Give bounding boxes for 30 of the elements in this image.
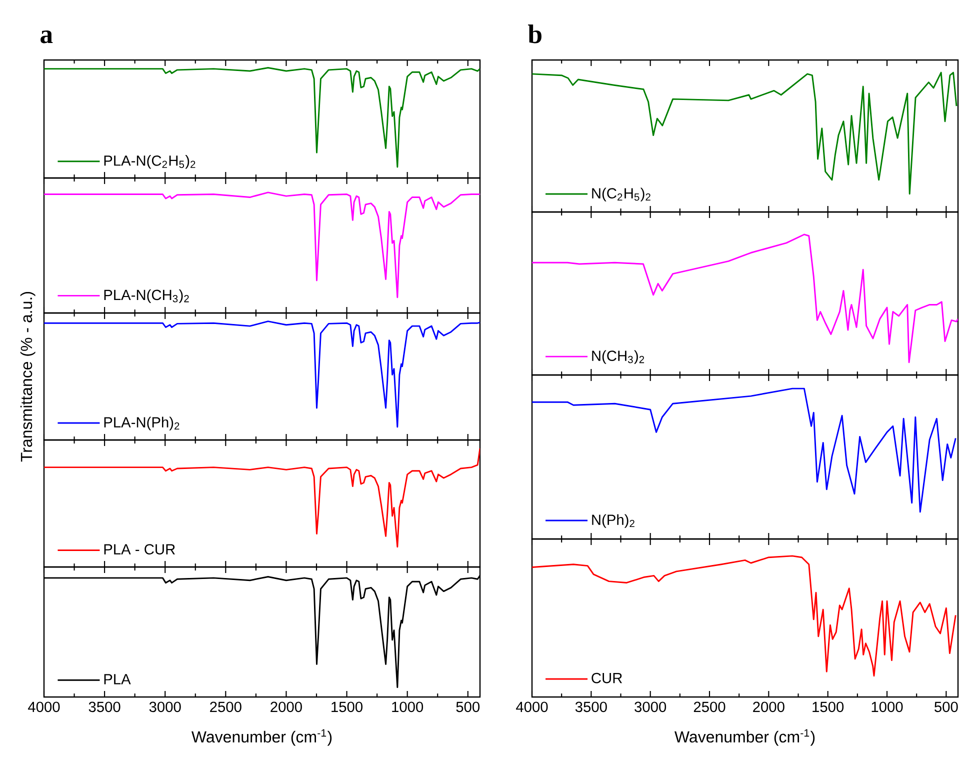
x-tick-label: 2000 <box>270 702 302 712</box>
legend-label: PLA-N(C$_{2}$H$_{5}$)$_{2}$ <box>104 155 196 169</box>
x-tick-label: 1000 <box>872 702 903 712</box>
chart-title: b <box>528 24 542 44</box>
x-axis-title: Wavenumber (cm$^{-1}$) <box>191 729 332 746</box>
x-tick-label: 2500 <box>210 702 242 712</box>
legend-label: PLA <box>104 674 131 684</box>
legend-label: PLA-N(CH$_{3}$)$_{2}$ <box>104 289 189 304</box>
x-axis-title: Wavenumber (cm$^{-1}$) <box>674 729 815 746</box>
x-tick-label: 3500 <box>88 702 120 712</box>
x-tick-label: 3500 <box>575 702 607 712</box>
x-tick-label: 1500 <box>812 702 844 712</box>
x-tick-label: 1500 <box>332 702 362 712</box>
legend-label: N(C$_{2}$H$_{5}$)$_{2}$ <box>592 188 650 202</box>
x-tick-label: 2500 <box>694 702 726 712</box>
x-tick-label: 500 <box>934 702 958 712</box>
y-axis-title: Transmittance (% - a.u.) <box>20 292 36 462</box>
x-tick-label: 1000 <box>392 702 424 712</box>
legend-label: PLA - CUR <box>104 544 175 554</box>
legend-label: CUR <box>592 672 622 684</box>
x-tick-label: 2000 <box>753 702 784 712</box>
x-tick-label: 3000 <box>149 702 181 712</box>
x-tick-label: 4000 <box>516 702 548 712</box>
x-tick-label: 3000 <box>634 702 666 712</box>
x-tick-label: 500 <box>456 702 480 712</box>
legend-label: N(Ph)$_{2}$ <box>592 514 634 528</box>
chart-title: a <box>40 30 53 44</box>
legend-label: N(CH$_{3}$)$_{2}$ <box>592 350 644 364</box>
x-tick-label: 4000 <box>28 702 60 712</box>
legend-label: PLA-N(Ph)$_{2}$ <box>104 416 180 430</box>
